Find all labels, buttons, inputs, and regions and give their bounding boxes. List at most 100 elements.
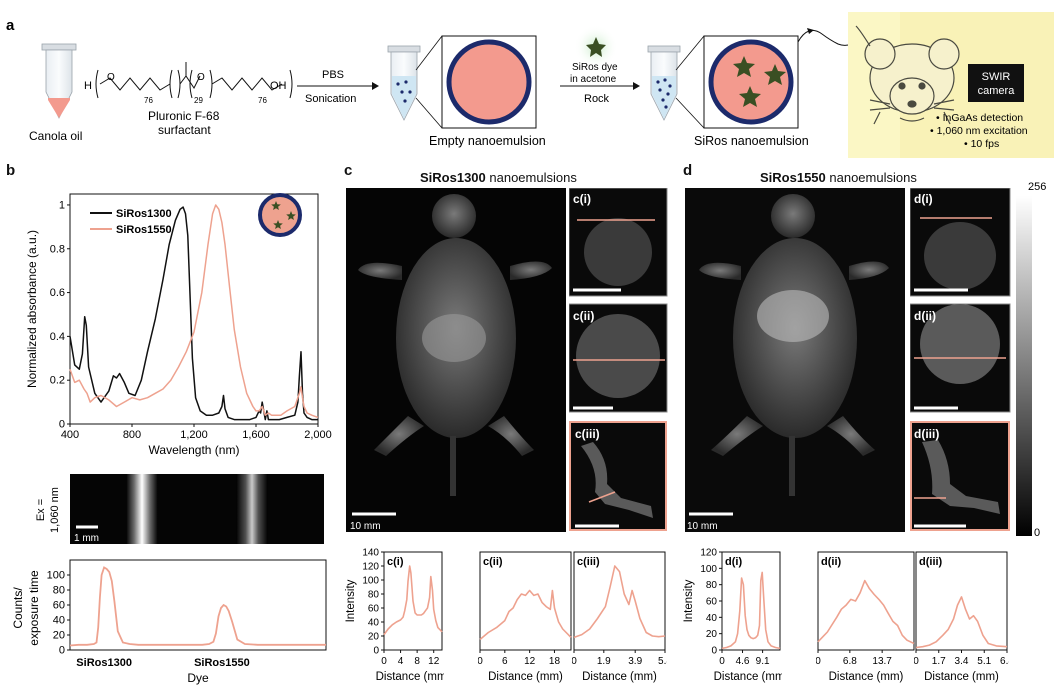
ex-label-2: 1,060 nm	[49, 487, 61, 533]
plot-frame	[479, 551, 572, 651]
canola-oil-label: Canola oil	[29, 129, 82, 143]
bullet-3: • 10 fps	[964, 138, 999, 150]
x-tick-label: 18	[549, 656, 561, 667]
series-line-0	[573, 565, 666, 639]
plot-title: c(ii)	[483, 556, 503, 568]
panel-d-letter: d	[683, 162, 693, 179]
plot-frame	[69, 559, 327, 651]
formula-n2: 29	[194, 96, 203, 105]
y-tick-label: 0.2	[50, 375, 65, 387]
x-tick-label: 0	[381, 656, 387, 667]
arrow-2-icon	[560, 82, 640, 90]
inset-c-iii-label: c(iii)	[575, 427, 600, 441]
panel-a-schematic: a Canola oil H O O OH 76 29 76 Pluronic …	[6, 12, 1054, 158]
legend-label: SiRos1550	[116, 224, 172, 236]
arrow2-bottom-label: Rock	[584, 93, 610, 105]
panel-d-title-rest: nanoemulsions	[825, 170, 917, 185]
droplet-star-icon	[271, 201, 281, 210]
y-axis-label: Normalized absorbance (a.u.)	[25, 230, 39, 388]
y-tick-label: 0	[373, 646, 379, 657]
inset-d-iii-label: d(iii)	[914, 427, 939, 441]
counts-chart: 0 20 40 60 80 100 SiRos1300 SiRos1550 Dye Counts/…	[11, 559, 327, 685]
x-axis-label: Distance (mm)	[488, 671, 563, 683]
droplet-star-icon	[764, 64, 786, 85]
series-line-0	[479, 589, 572, 641]
bullet-2: • 1,060 nm excitation	[930, 125, 1028, 137]
x-tick-label: 6.8	[843, 656, 857, 667]
profile-chart-c-iii: 0 1.9 3.9 5.8 c(iii) Distance (mm)	[572, 551, 667, 683]
x-tick-label: 0	[914, 656, 919, 667]
y-tick-label: 60	[53, 600, 65, 612]
x-tick-label: 1,600	[242, 429, 270, 441]
x-tick-label: 0	[572, 656, 577, 667]
x-tick-label: 4.6	[736, 656, 750, 667]
y-tick-label: 100	[47, 570, 65, 582]
band-siros1550	[236, 474, 268, 544]
profile-chart-c-ii: 0 6 12 18 c(ii) Distance (mm)	[478, 551, 572, 683]
category-label: SiRos1300	[76, 657, 132, 669]
y-tick-label: 60	[706, 597, 718, 608]
y-tick-label: 1	[59, 199, 65, 211]
x-tick-label: 6.8	[1000, 656, 1009, 667]
x-tick-label: 12	[524, 656, 536, 667]
needle-icon	[807, 28, 814, 34]
x-tick-label: 2,000	[304, 429, 332, 441]
panel-c-title-rest: nanoemulsions	[485, 170, 577, 185]
arrow-1-icon	[297, 82, 379, 90]
empty-nanoemulsion-label: Empty nanoemulsion	[429, 134, 546, 148]
empty-droplet-icon	[446, 39, 532, 125]
swir-camera-icon	[968, 64, 1024, 102]
x-axis-label: Distance (mm)	[714, 671, 782, 683]
arrow1-bottom-label: Sonication	[305, 93, 356, 105]
panel-a-letter: a	[6, 17, 15, 34]
formula-n3: 76	[258, 96, 267, 105]
insets-c: c(i) c(ii) c(iii)	[569, 188, 668, 531]
mouse-icon	[855, 25, 960, 125]
x-tick-label: 3.9	[628, 656, 642, 667]
y-tick-label: 40	[706, 613, 718, 624]
x-axis-label: Distance (mm)	[924, 671, 999, 683]
x-axis-label: Distance (mm)	[582, 671, 657, 683]
series-line-0	[817, 579, 915, 645]
line-profile-c-iii	[588, 491, 616, 503]
y-tick-label: 80	[706, 580, 718, 591]
insets-d: d(i) d(ii) d(iii)	[910, 188, 1011, 531]
y-tick-label: 0	[711, 646, 717, 657]
band-siros1300	[126, 474, 158, 544]
bullet-1: • InGaAs detection	[936, 112, 1023, 124]
category-label: SiRos1550	[194, 657, 250, 669]
ex-label-1: Ex =	[35, 499, 47, 521]
panel-a: a Canola oil H O O OH 76 29 76 Pluronic …	[0, 0, 1054, 160]
y-tick-label: 80	[368, 590, 380, 601]
scalebar-c-label: 10 mm	[350, 521, 381, 532]
x-tick-label: 3.4	[955, 656, 969, 667]
emission-image: 1 mm Ex = 1,060 nm	[35, 474, 324, 544]
x-tick-label: 9.1	[756, 656, 770, 667]
panel-d-title-bold: SiRos1550	[760, 170, 826, 185]
pluronic-structure	[95, 62, 293, 99]
surfactant-label-1: Pluronic F-68	[148, 109, 220, 123]
surfactant-label-2: surfactant	[158, 123, 211, 137]
siros-nanoemulsion-label: SiRos nanoemulsion	[694, 134, 809, 148]
plot-frame	[817, 551, 915, 651]
y-tick-label: 0.4	[50, 331, 65, 343]
formula-o2: O	[197, 72, 205, 83]
plot-title: c(iii)	[577, 556, 600, 568]
camera-label-1: SWIR	[982, 71, 1011, 83]
image-scalebar-label: 1 mm	[74, 533, 99, 544]
y-tick-label: 120	[362, 562, 379, 573]
x-tick-label: 12	[428, 656, 440, 667]
y-tick-label: 100	[362, 576, 379, 587]
x-axis-label: Dye	[187, 671, 209, 685]
canola-oil-tube-icon	[41, 43, 77, 119]
formula-h: H	[84, 80, 92, 92]
legend-label: SiRos1300	[116, 208, 172, 220]
counts-line	[69, 566, 326, 647]
y-axis-label: Intensity	[683, 579, 695, 622]
x-tick-label: 13.7	[872, 656, 892, 667]
x-tick-label: 6	[502, 656, 508, 667]
droplet-star-icon	[739, 86, 761, 107]
series-line-0	[383, 565, 443, 636]
y-tick-label: 40	[368, 618, 380, 629]
